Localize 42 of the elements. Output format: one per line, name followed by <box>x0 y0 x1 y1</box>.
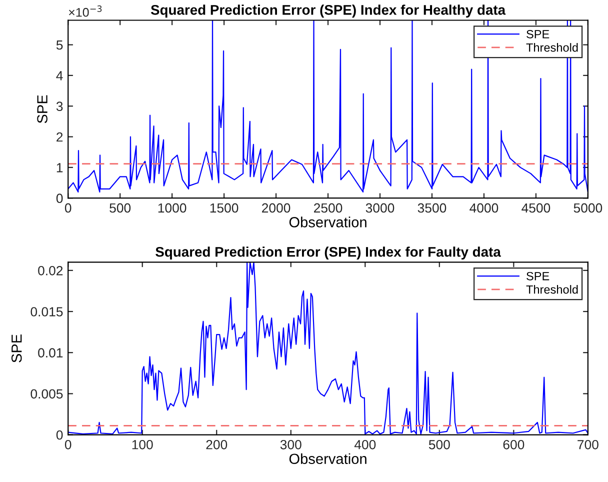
x-tick-label: 5000 <box>574 203 602 213</box>
x-tick-label: 2000 <box>262 203 290 213</box>
x-axis-title: Observation <box>289 216 366 228</box>
x-axis-title: Observation <box>289 453 366 464</box>
x-tick-label: 300 <box>280 440 302 450</box>
x-tick-label: 3000 <box>366 203 394 213</box>
x-tick-label: 400 <box>354 440 376 450</box>
y-tick-label: 0.02 <box>38 266 63 276</box>
x-tick-label: 2500 <box>314 203 342 213</box>
y-tick-label: 2 <box>56 132 63 142</box>
x-tick-label: 4500 <box>522 203 550 213</box>
y-tick-label: 0 <box>56 430 63 440</box>
legend-label: Threshold <box>526 285 578 294</box>
x-tick-label: 700 <box>578 440 598 450</box>
y-tick-label: 0.005 <box>30 389 63 399</box>
x-tick-label: 0 <box>64 440 72 450</box>
y-tick-label: 4 <box>56 71 63 80</box>
x-tick-label: 4000 <box>470 203 498 213</box>
x-tick-label: 1500 <box>210 203 238 213</box>
x-tick-label: 500 <box>428 440 450 450</box>
y-axis-title: SPE <box>37 95 48 124</box>
x-tick-label: 100 <box>132 440 153 450</box>
y-tick-label: 5 <box>56 40 63 50</box>
y-tick-label: 0.01 <box>38 348 63 358</box>
y-axis-title: SPE <box>11 334 22 362</box>
x-tick-label: 500 <box>110 203 131 213</box>
y-tick-label: 1 <box>56 163 63 172</box>
x-tick-label: 200 <box>206 440 228 450</box>
legend-label: Threshold <box>526 43 578 52</box>
x-tick-label: 1000 <box>158 203 186 213</box>
chart-title: Squared Prediction Error (SPE) Index for Healthy data <box>150 4 506 18</box>
x-tick-label: 3500 <box>418 203 446 213</box>
y-tick-label: 3 <box>56 102 63 112</box>
x-tick-label: 600 <box>503 440 524 450</box>
y-tick-label: 0 <box>56 194 63 204</box>
legend-label: SPE <box>526 272 550 280</box>
x-tick-label: 0 <box>64 203 72 213</box>
text: ×10$^{−3}$ <box>68 5 102 17</box>
line-series <box>68 262 588 434</box>
chart-title: Squared Prediction Error (SPE) Index for Faulty data <box>156 246 501 260</box>
y-tick-label: 0.015 <box>30 307 63 316</box>
legend-label: SPE <box>526 30 550 38</box>
